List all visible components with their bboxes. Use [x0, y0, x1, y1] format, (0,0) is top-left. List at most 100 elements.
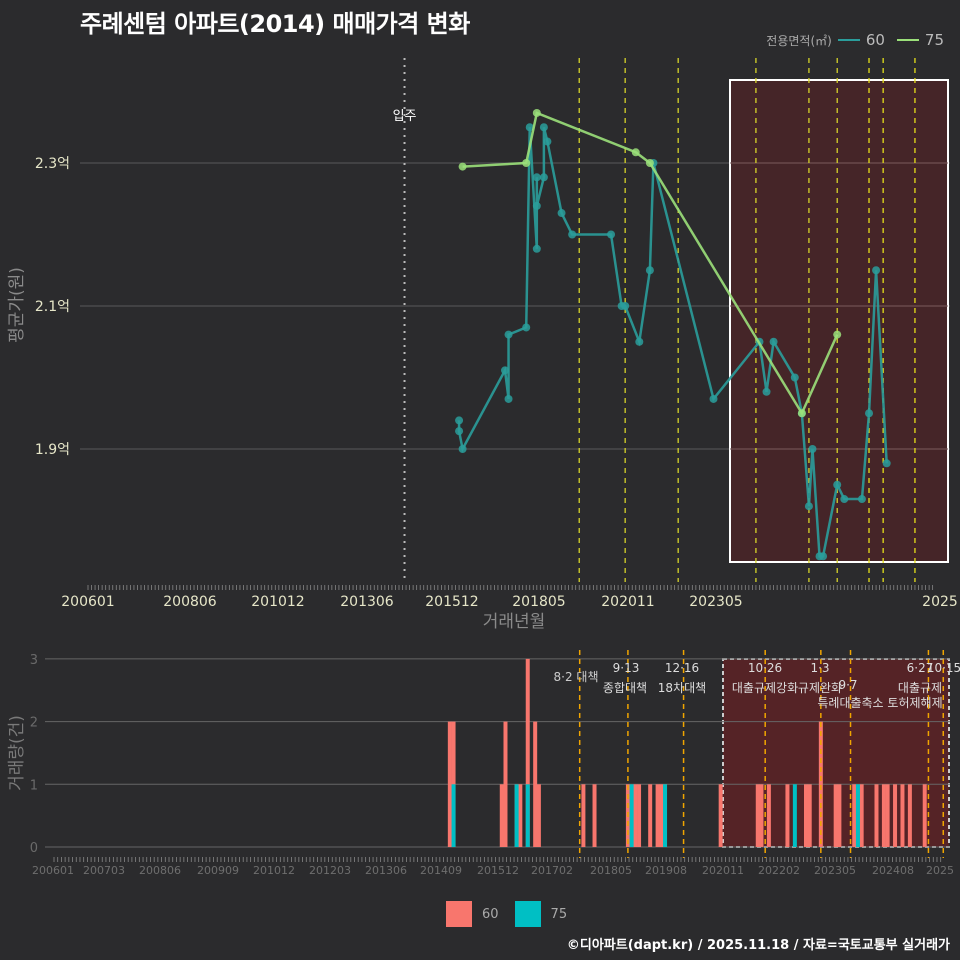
policy-name-label: 대출규제 [898, 681, 942, 695]
volume-bar-60 [922, 784, 927, 847]
volume-x-tick: 200601 [32, 864, 74, 877]
volume-bar-60 [807, 784, 812, 847]
price-point-60 [769, 337, 778, 346]
volume-y-tick: 3 [30, 653, 38, 668]
move-in-label: 입주 [393, 109, 417, 124]
price-point-75 [631, 148, 640, 157]
volume-bar-60 [907, 784, 912, 847]
volume-bar-60 [447, 721, 452, 847]
volume-x-tick: 202011 [702, 864, 744, 877]
footer-credit: ©디아파트(dapt.kr) / 2025.11.18 / 자료=국토교통부 실… [566, 938, 950, 953]
y-tick-label: 1.9억 [35, 442, 70, 458]
price-point-60 [532, 173, 541, 182]
price-point-75 [797, 409, 806, 418]
volume-bar-75 [629, 784, 634, 847]
volume-bar-60 [837, 784, 842, 847]
price-point-60 [532, 201, 541, 210]
volume-bar-60 [581, 784, 586, 847]
price-point-75 [522, 159, 531, 167]
policy-date-label: 6·27 [907, 661, 934, 675]
volume-x-tick: 201409 [420, 864, 462, 877]
volume-x-tick: 2025 [926, 864, 954, 877]
price-point-60 [607, 230, 616, 239]
volume-bar-60 [637, 784, 642, 847]
volume-bar-60 [766, 784, 771, 847]
policy-date-label: 10·26 [748, 661, 782, 675]
policy-name-label: 대출규제강화 [732, 681, 798, 695]
price-point-75 [532, 108, 541, 117]
legend-line-60-icon [837, 39, 860, 41]
volume-bar-60 [885, 784, 890, 847]
volume-x-tick: 201908 [645, 864, 687, 877]
price-point-60 [504, 394, 513, 403]
price-point-60 [808, 445, 817, 453]
chart-title: 주례센텀 아파트(2014) 매매가격 변화 [80, 10, 470, 38]
x-tick-label: 2025 [922, 594, 958, 610]
legend-bottom-label-60: 60 [482, 906, 499, 922]
volume-bar-60 [533, 721, 538, 847]
volume-x-tick: 202305 [814, 864, 856, 877]
volume-x-tick: 202408 [872, 864, 914, 877]
price-point-60 [539, 123, 548, 132]
volume-x-tick: 200703 [83, 864, 125, 877]
volume-legend: 60 75 [446, 901, 567, 927]
x-tick-label: 200601 [61, 594, 114, 610]
volume-bar-60 [900, 784, 905, 847]
x-tick-label: 201306 [340, 594, 394, 610]
volume-bar-60 [659, 784, 664, 847]
price-point-60 [621, 302, 630, 310]
price-point-60 [819, 552, 828, 561]
price-point-60 [532, 244, 541, 253]
volume-bar-60 [785, 784, 790, 847]
volume-bar-60 [503, 721, 508, 847]
x-tick-label: 201805 [512, 594, 565, 610]
price-point-60 [635, 337, 644, 346]
volume-bar-75 [792, 784, 797, 847]
volume-bar-60 [833, 784, 838, 847]
policy-name-label: 8·2 대책 [554, 669, 599, 684]
volume-bar-60 [648, 784, 653, 847]
price-point-60 [543, 137, 552, 146]
y-tick-label: 2.3억 [35, 156, 70, 172]
volume-x-tick: 201012 [253, 864, 295, 877]
price-point-75 [458, 162, 467, 171]
policy-date-label: 12·16 [665, 661, 699, 675]
price-point-60 [525, 123, 534, 132]
price-point-60 [872, 266, 881, 275]
price-point-60 [833, 480, 842, 489]
volume-x-tick: 202202 [758, 864, 800, 877]
volume-bar-60 [518, 784, 523, 847]
volume-bar-60 [536, 784, 541, 847]
price-point-60 [501, 366, 510, 375]
price-point-75 [833, 330, 842, 339]
legend-line-75-icon [896, 39, 919, 41]
volume-x-tick: 201805 [590, 864, 632, 877]
price-point-60 [709, 394, 718, 403]
price-point-60 [645, 266, 654, 275]
volume-y-tick: 2 [30, 716, 38, 731]
legend-box-60-icon [446, 901, 472, 927]
volume-bar-60 [633, 784, 638, 847]
volume-bar-60 [804, 784, 808, 847]
y-axis-title: 평균가(원) [7, 267, 27, 343]
legend-title: 전용면적(㎡) [766, 33, 832, 48]
volume-bar-60 [859, 784, 864, 847]
volume-bar-60 [893, 784, 898, 847]
volume-bar-75 [451, 784, 456, 847]
volume-bar-75 [514, 784, 519, 847]
price-point-60 [504, 330, 513, 339]
volume-x-tick: 200806 [139, 864, 181, 877]
price-point-60 [840, 495, 849, 504]
x-axis-title: 거래년월 [483, 612, 546, 632]
volume-bar-60 [874, 784, 879, 847]
price-point-75 [645, 159, 654, 167]
price-point-60 [568, 230, 577, 239]
legend-box-75-icon [514, 901, 541, 927]
legend-label-75: 75 [924, 31, 944, 49]
volume-bar-60 [525, 658, 530, 847]
price-point-60 [557, 209, 566, 218]
volume-bar-75 [855, 784, 860, 847]
price-point-60 [455, 427, 464, 436]
volume-bar-60 [718, 784, 723, 847]
policy-date-label: 1·3 [810, 661, 829, 675]
